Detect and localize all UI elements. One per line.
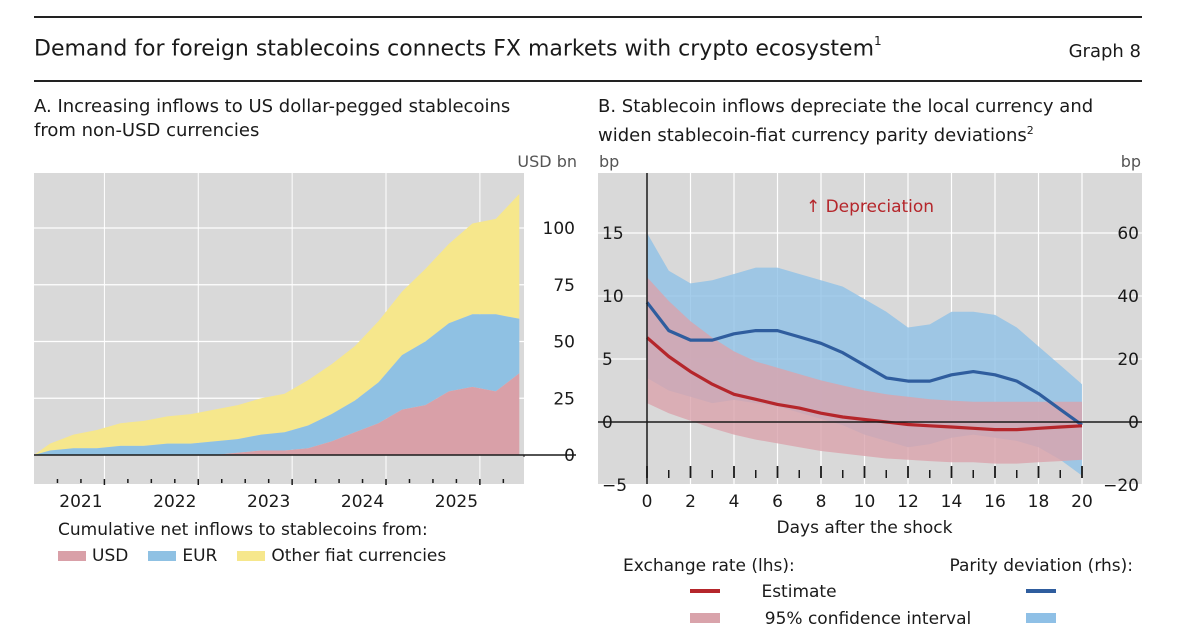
legend-swatch bbox=[237, 551, 266, 561]
exchange-rate-estimate-line bbox=[645, 336, 1083, 432]
panel-b-x-tick-label: 14 bbox=[941, 492, 963, 512]
parity-deviation-estimate-line bbox=[645, 301, 1083, 427]
exchange-rate-ci-band bbox=[647, 277, 1082, 464]
panel-b-x-tick-label: 16 bbox=[984, 492, 1006, 512]
panel-b-right-tick-label: −20 bbox=[1103, 476, 1139, 496]
panel-a-legend-title: Cumulative net inflows to stablecoins fr… bbox=[58, 520, 428, 540]
title-footnote-marker: 1 bbox=[874, 34, 882, 48]
panel-b-x-tick-label: 18 bbox=[1028, 492, 1050, 512]
panel-a-x-tick-label: 2024 bbox=[341, 492, 384, 512]
panel-b-right-tick-label: 40 bbox=[1117, 287, 1139, 307]
panel-b-x-tick-label: 12 bbox=[897, 492, 919, 512]
panel-b-right-unit: bp bbox=[1121, 152, 1141, 171]
panel-b-x-tick-label: 0 bbox=[642, 492, 653, 512]
panel-b-left-tick-label: 10 bbox=[602, 287, 624, 307]
panel-b-right-tick-label: 60 bbox=[1117, 224, 1139, 244]
legend-exchange-rate-ci-swatch bbox=[690, 613, 720, 623]
panel-a-x-tick-label: 2021 bbox=[59, 492, 102, 512]
panel-b-left-tick-label: 0 bbox=[602, 413, 613, 433]
panel-a-x-tick-label: 2023 bbox=[247, 492, 290, 512]
panel-b-x-axis-title: Days after the shock bbox=[777, 518, 953, 538]
panel-b-left-tick-label: 5 bbox=[602, 350, 613, 370]
title-rule bbox=[34, 80, 1142, 82]
panel-b-right-tick-label: 0 bbox=[1128, 413, 1139, 433]
panel-a-y-tick-label: 25 bbox=[553, 389, 575, 409]
legend-swatch bbox=[58, 551, 86, 561]
panel-a-x-tick-label: 2025 bbox=[435, 492, 478, 512]
panel-b-left-tick-label: 15 bbox=[602, 224, 624, 244]
panel-a-legend-item-eur: EUR bbox=[148, 546, 217, 566]
panel-a-area-other bbox=[34, 194, 520, 455]
legend-ci-label: 95% confidence interval bbox=[765, 609, 971, 629]
panel-a-area-usd bbox=[34, 373, 520, 455]
page-title: Demand for foreign stablecoins connects … bbox=[34, 34, 882, 62]
panel-a-y-tick-label: 75 bbox=[553, 276, 575, 296]
panel-b-x-tick-label: 2 bbox=[685, 492, 696, 512]
legend-parity-title: Parity deviation (rhs): bbox=[950, 556, 1133, 576]
panel-a-legend-item-other: Other fiat currencies bbox=[237, 546, 446, 566]
panel-a-y-tick-label: 50 bbox=[553, 333, 575, 353]
panel-a-y-tick-label: 0 bbox=[564, 446, 575, 466]
depreciation-annotation: ↑ Depreciation bbox=[806, 197, 934, 217]
panel-b-footnote-marker: 2 bbox=[1026, 124, 1034, 137]
panel-b-x-tick-label: 6 bbox=[772, 492, 783, 512]
legend-label: USD bbox=[92, 546, 129, 566]
panel-b-x-tick-label: 20 bbox=[1071, 492, 1093, 512]
panel-a-legend: Cumulative net inflows to stablecoins fr… bbox=[58, 520, 466, 566]
panel-b-x-tick-label: 10 bbox=[854, 492, 876, 512]
panel-b-chart: 0 2 4 6 8 10 12 14 16 18 20 Days after the shock −5 0… bbox=[598, 152, 1142, 629]
legend-exchange-rate-title: Exchange rate (lhs): bbox=[623, 556, 795, 576]
panel-b-x-tick-label: 8 bbox=[816, 492, 827, 512]
panel-a-chart: 0 25 50 75 100 USD bn 2021 2022 2023 2024 2025 bbox=[34, 152, 577, 512]
panel-b-right-tick-label: 20 bbox=[1117, 350, 1139, 370]
panel-a-legend-item-usd: USD bbox=[58, 546, 128, 566]
panel-b-x-tick-label: 4 bbox=[729, 492, 740, 512]
panel-a-y-tick-label: 100 bbox=[543, 219, 575, 239]
top-rule bbox=[34, 16, 1142, 18]
panel-a-unit-label: USD bn bbox=[517, 152, 577, 171]
legend-parity-ci-swatch bbox=[1026, 613, 1056, 623]
legend-swatch bbox=[148, 551, 177, 561]
panel-b-title: B. Stablecoin inflows depreciate the loc… bbox=[598, 96, 1094, 146]
legend-label: EUR bbox=[182, 546, 218, 566]
legend-estimate-label: Estimate bbox=[761, 582, 836, 602]
panel-a-x-tick-label: 2022 bbox=[153, 492, 196, 512]
panel-a-area-eur bbox=[34, 314, 520, 455]
panel-b-left-tick-label: −5 bbox=[602, 476, 627, 496]
legend-label: Other fiat currencies bbox=[271, 546, 447, 566]
panel-b-left-unit: bp bbox=[599, 152, 619, 171]
panel-a-title: A. Increasing inflows to US dollar-pegge… bbox=[34, 96, 511, 141]
graph-number: Graph 8 bbox=[1068, 41, 1141, 62]
